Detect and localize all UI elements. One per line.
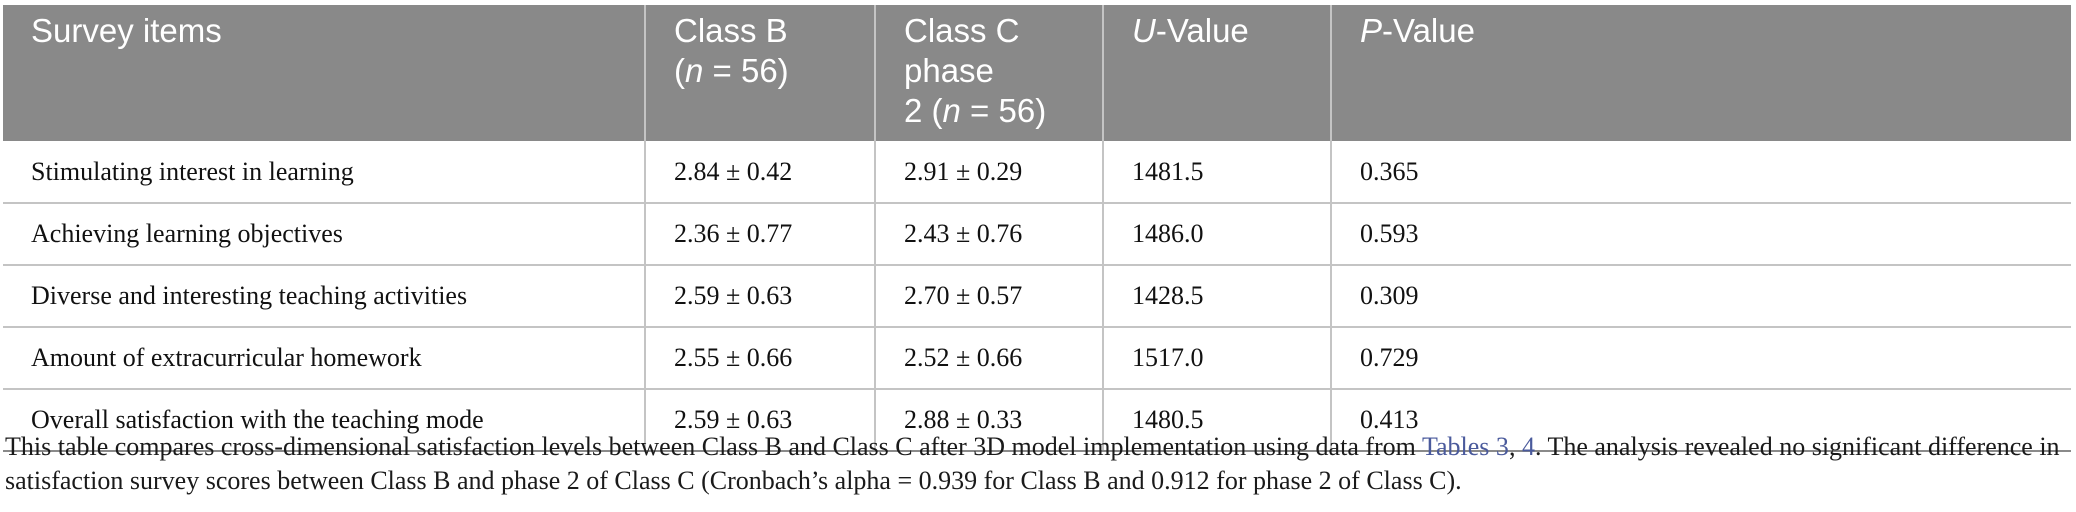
cell-class-b: 2.36 ± 0.77 <box>645 203 876 266</box>
cell-u-value: 1486.0 <box>1103 203 1332 266</box>
cell-u-value: 1428.5 <box>1103 265 1332 328</box>
table-header-row: Survey items Class B (n = 56) Class C pha… <box>3 5 2071 141</box>
table-row: Diverse and interesting teaching activit… <box>3 265 2071 328</box>
cell-survey-item: Overall satisfaction with the teaching m… <box>3 389 646 452</box>
cell-class-b: 2.84 ± 0.42 <box>645 141 876 204</box>
cell-class-b: 2.59 ± 0.63 <box>645 265 876 328</box>
header-u-value: U-Value <box>1103 5 1332 141</box>
cell-survey-item: Amount of extracurricular homework <box>3 327 646 390</box>
table-row: Achieving learning objectives 2.36 ± 0.7… <box>3 203 2071 266</box>
cell-class-c: 2.43 ± 0.76 <box>875 203 1104 266</box>
header-class-b: Class B (n = 56) <box>645 5 876 141</box>
cell-class-c: 2.91 ± 0.29 <box>875 141 1104 204</box>
cell-class-c: 2.52 ± 0.66 <box>875 327 1104 390</box>
caption-text-continued: . The analysis revealed no significant d… <box>5 432 2060 495</box>
cell-survey-item: Achieving learning objectives <box>3 203 646 266</box>
cell-p-value: 0.309 <box>1331 265 2071 328</box>
table-row: Stimulating interest in learning 2.84 ± … <box>3 141 2071 204</box>
caption-separator: , <box>1508 432 1522 461</box>
tables-3-link[interactable]: Tables 3 <box>1421 432 1509 461</box>
cell-p-value: 0.729 <box>1331 327 2071 390</box>
satisfaction-table-container: Survey items Class B (n = 56) Class C pha… <box>3 5 2071 452</box>
cell-survey-item: Stimulating interest in learning <box>3 141 646 204</box>
cell-u-value: 1481.5 <box>1103 141 1332 204</box>
cell-class-c: 2.70 ± 0.57 <box>875 265 1104 328</box>
cell-class-b: 2.59 ± 0.63 <box>645 389 876 452</box>
caption-text: This table compares cross-dimensional sa… <box>5 432 1422 461</box>
header-survey-items: Survey items <box>3 5 646 141</box>
cell-u-value: 1517.0 <box>1103 327 1332 390</box>
header-class-c-phase-2: Class C phase 2 (n = 56) <box>875 5 1104 141</box>
cell-u-value: 1480.5 <box>1103 389 1332 452</box>
cell-class-c: 2.88 ± 0.33 <box>875 389 1104 452</box>
cell-survey-item: Diverse and interesting teaching activit… <box>3 265 646 328</box>
cell-class-b: 2.55 ± 0.66 <box>645 327 876 390</box>
table-caption: This table compares cross-dimensional sa… <box>5 430 2071 498</box>
header-p-value: P-Value <box>1331 5 2071 141</box>
table-row: Amount of extracurricular homework 2.55 … <box>3 327 2071 390</box>
table-4-link[interactable]: 4 <box>1521 432 1535 461</box>
satisfaction-table: Survey items Class B (n = 56) Class C pha… <box>3 5 2071 452</box>
cell-p-value: 0.413 <box>1331 389 2071 452</box>
table-row: Overall satisfaction with the teaching m… <box>3 389 2071 452</box>
cell-p-value: 0.365 <box>1331 141 2071 204</box>
cell-p-value: 0.593 <box>1331 203 2071 266</box>
